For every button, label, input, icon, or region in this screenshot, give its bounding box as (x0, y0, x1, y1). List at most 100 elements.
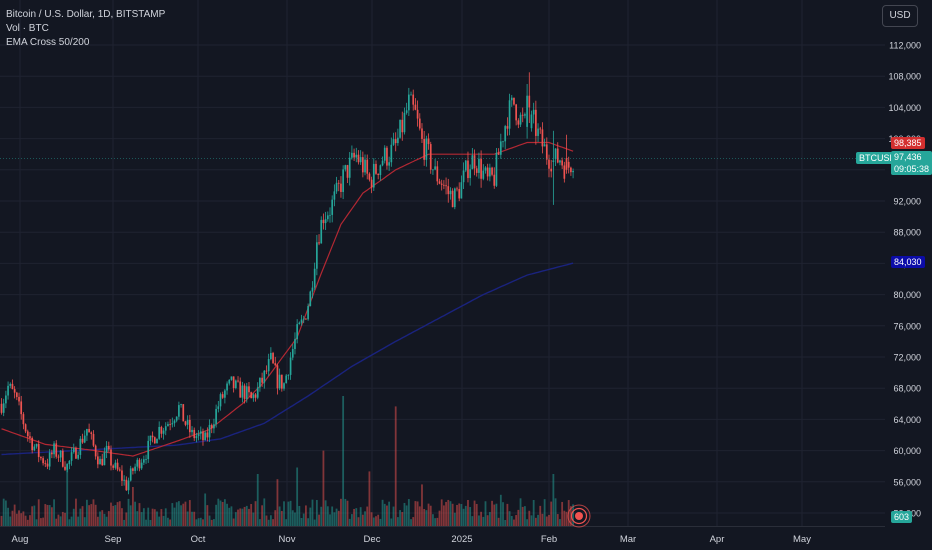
volume-bar (554, 498, 557, 526)
candle-body (202, 431, 204, 441)
candle-body (33, 446, 36, 451)
candle-body (37, 443, 40, 458)
volume-bar (447, 499, 450, 526)
y-tick-label: 76,000 (893, 321, 921, 331)
candle-body (221, 394, 224, 398)
candle-body (326, 215, 329, 220)
candle-body (112, 465, 115, 468)
volume-bar (59, 516, 62, 526)
candle-body (572, 170, 574, 173)
volume-bar (469, 507, 472, 526)
candle-body (375, 163, 377, 174)
volume-bar (107, 511, 110, 526)
candle-body (418, 118, 421, 129)
volume-bar (289, 500, 292, 526)
volume-bar (29, 515, 31, 526)
candle-body (175, 416, 178, 421)
candle-body (316, 242, 318, 269)
volume-indicator-label[interactable]: Vol · BTC (6, 23, 49, 34)
volume-bar (167, 517, 169, 526)
volume-bar (486, 515, 489, 526)
candle-body (414, 104, 417, 110)
volume-bar (565, 511, 568, 526)
volume-bar (307, 518, 309, 526)
candle-body (440, 183, 443, 185)
volume-bar (61, 511, 64, 526)
candle-body (532, 109, 535, 115)
candle-body (40, 457, 42, 459)
candle-body (364, 159, 366, 173)
volume-bar (261, 505, 264, 526)
candle-body (199, 431, 202, 434)
candle-body (213, 424, 215, 429)
volume-bar (287, 501, 290, 526)
currency-button[interactable]: USD (882, 5, 918, 27)
volume-bar (320, 506, 323, 526)
crosshair-marker[interactable] (567, 504, 591, 528)
volume-bar (309, 507, 312, 526)
volume-bar (495, 503, 498, 526)
candle-body (377, 173, 380, 175)
candle-body (372, 163, 375, 188)
candle-body (191, 429, 193, 433)
candle-body (486, 167, 489, 177)
volume-bar (191, 511, 193, 526)
candle-body (322, 219, 325, 224)
candle-body (416, 109, 419, 119)
candle-body (256, 387, 259, 398)
volume-bar (221, 501, 224, 526)
volume-bar (171, 503, 174, 526)
candle-body (443, 184, 445, 186)
candle-body (484, 167, 487, 171)
candle-body (13, 389, 16, 393)
candle-body (399, 119, 401, 138)
volume-bar (53, 499, 55, 526)
symbol-title[interactable]: Bitcoin / U.S. Dollar, 1D, BITSTAMP (6, 9, 166, 20)
volume-bar (86, 499, 88, 526)
volume-bar (125, 512, 128, 526)
volume-bar (423, 508, 426, 526)
candle-body (208, 424, 211, 438)
volume-bar (226, 503, 228, 526)
candle-body (243, 385, 246, 399)
volume-bar (528, 510, 531, 526)
candle-body (149, 435, 152, 441)
volume-bar (318, 514, 320, 526)
ema-long-price-tag: 84,030 (891, 256, 925, 268)
volume-bar (305, 505, 307, 526)
candle-body (105, 445, 108, 453)
candle-body (158, 426, 161, 439)
candle-body (114, 462, 117, 468)
volume-bar (136, 511, 139, 526)
ema-50-line (1, 141, 574, 457)
candle-body (300, 319, 303, 323)
candle-body (320, 219, 323, 244)
volume-bar (342, 396, 345, 526)
volume-bar (337, 510, 340, 526)
candle-body (270, 352, 272, 360)
candle-body (294, 339, 296, 349)
candle-body (121, 470, 123, 481)
volume-bar (361, 514, 364, 526)
y-tick-label: 92,000 (893, 197, 921, 207)
candle-body (48, 452, 51, 467)
candle-body (545, 144, 548, 160)
volume-bar (66, 463, 69, 526)
volume-bar (278, 506, 281, 526)
candle-body (77, 454, 79, 459)
ema-indicator-label[interactable]: EMA Cross 50/200 (6, 37, 90, 48)
candle-body (20, 401, 23, 415)
volume-bar (250, 504, 253, 526)
volume-bar (252, 512, 255, 526)
candle-body (495, 152, 498, 186)
volume-bar (79, 508, 82, 526)
volume-bar (112, 505, 115, 526)
volume-bar (399, 510, 401, 526)
volume-bar (405, 505, 408, 526)
volume-bar (265, 515, 268, 526)
candle-body (543, 144, 546, 147)
volume-bar (160, 509, 163, 526)
volume-bar (206, 505, 209, 526)
candle-body (368, 173, 371, 180)
